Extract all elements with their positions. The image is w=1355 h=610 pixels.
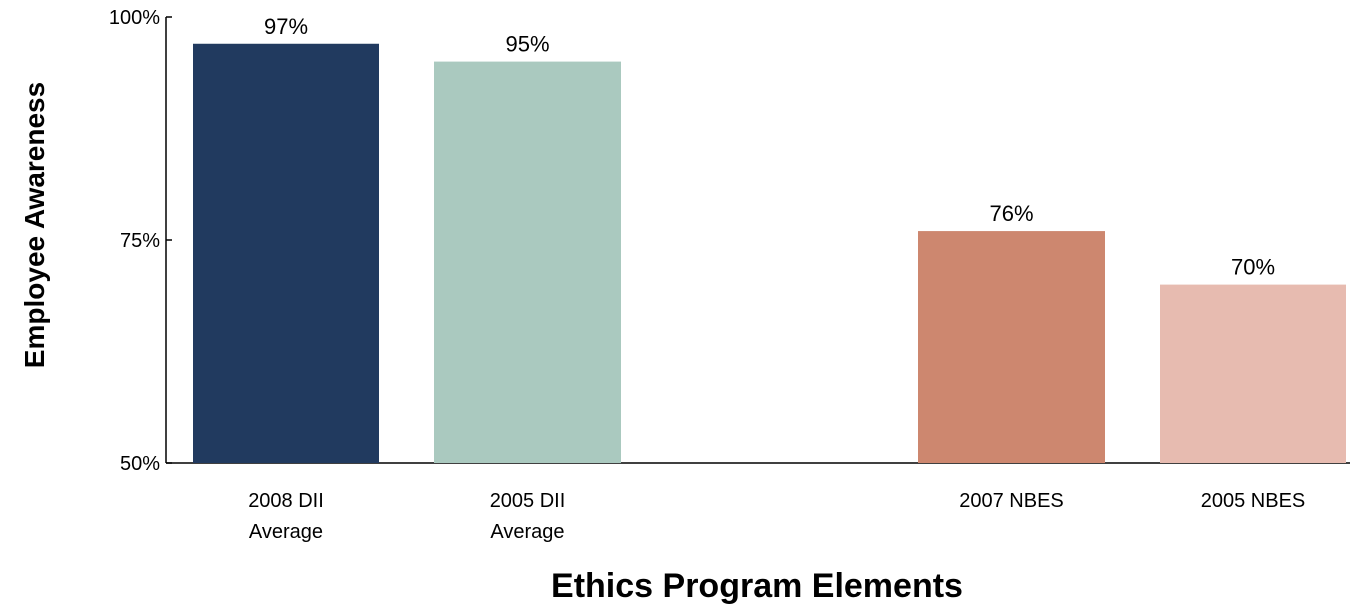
- bar: [193, 43, 379, 463]
- x-tick-label: 2007 NBES: [959, 490, 1064, 512]
- bars: [193, 43, 1346, 463]
- y-tick-label: 50%: [120, 453, 160, 475]
- data-label: 76%: [989, 201, 1033, 226]
- data-label: 70%: [1231, 255, 1275, 280]
- bar: [434, 61, 621, 463]
- y-axis-title: Employee Awareness: [19, 82, 50, 368]
- y-tick-label: 75%: [120, 230, 160, 252]
- data-label: 97%: [264, 14, 308, 39]
- x-tick-label: 2005 DII Average: [490, 490, 566, 543]
- labels: 97% 2008 DII Average 95% 2005 DII Average 76% 2…: [248, 14, 1305, 543]
- x-tick-label: 2005 NBES: [1201, 490, 1306, 512]
- y-tick-label: 100%: [109, 7, 160, 29]
- bar: [918, 231, 1105, 463]
- data-label: 95%: [505, 32, 549, 57]
- x-axis-title: Ethics Program Elements: [551, 567, 963, 605]
- bar: [1160, 284, 1346, 463]
- x-tick-label: 2008 DII Average: [248, 490, 324, 543]
